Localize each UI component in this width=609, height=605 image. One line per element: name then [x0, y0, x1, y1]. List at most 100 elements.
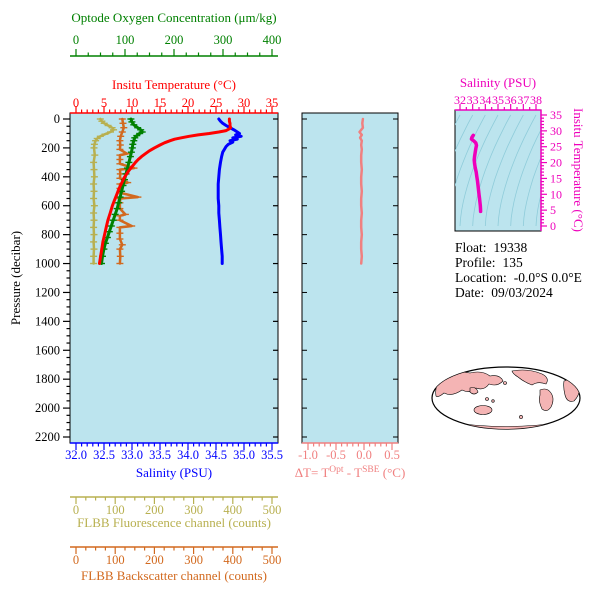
- fluorescence-axis-title: FLBB Fluorescence channel (counts): [77, 515, 271, 530]
- tick-label: 300: [184, 553, 203, 567]
- tick-label: 200: [41, 141, 60, 155]
- delta-title-sup: Opt: [329, 465, 344, 475]
- delta-t-axis-title: ΔT= TOpt - TSBE (°C): [295, 465, 406, 480]
- landmass: [469, 387, 479, 395]
- density-contour: [484, 114, 524, 227]
- tick-label: 100: [106, 503, 125, 517]
- landmass: [539, 388, 554, 411]
- tick-label: 25: [550, 140, 562, 154]
- tick-label: 35: [266, 96, 279, 110]
- ts-density-contours: [397, 114, 609, 227]
- tick-label: 400: [263, 33, 282, 47]
- delta-t-axis: -1.0 -0.5 0.0 0.5: [298, 118, 400, 462]
- temperature-curve: [98, 117, 233, 265]
- tick-label: 0: [73, 33, 79, 47]
- info-label: Profile:: [455, 255, 496, 270]
- tick-label: 200: [145, 503, 164, 517]
- info-label: Location:: [455, 270, 507, 285]
- tick-label: 400: [223, 503, 242, 517]
- pressure-axis-title: Pressure (decibar): [8, 231, 23, 325]
- density-contour: [455, 114, 474, 152]
- tick-label: 15: [154, 96, 167, 110]
- oxygen-axis-title: Optode Oxygen Concentration (μm/kg): [71, 10, 276, 25]
- tick-label: 33.0: [121, 448, 143, 462]
- tick-label: 200: [145, 553, 164, 567]
- tick-label: 32.0: [65, 448, 87, 462]
- info-value: 19338: [494, 240, 528, 255]
- tick-label: 1200: [35, 285, 60, 299]
- tick-label: 35: [550, 108, 562, 122]
- temperature-axis: 0 5 10 15 20 25 30 35: [73, 96, 278, 113]
- tick-label: 100: [116, 33, 135, 47]
- oxygen-axis: 0 100 200 300 400: [70, 33, 282, 57]
- landmass-australia: [473, 405, 493, 415]
- ts-curve: [469, 133, 483, 214]
- info-line-profile: Profile: 135: [455, 255, 523, 270]
- fluorescence-axis: 0 100 200 300 400 500: [70, 496, 282, 517]
- tick-label: 32.5: [93, 448, 115, 462]
- tick-label: 32: [454, 93, 466, 107]
- info-value: 09/03/2024: [491, 285, 553, 300]
- tick-label: 1800: [35, 372, 60, 386]
- density-contour: [587, 115, 609, 226]
- landmass-japan: [503, 381, 507, 385]
- density-contour: [455, 114, 461, 126]
- temperature-axis-title: Insitu Temperature (°C): [112, 77, 236, 92]
- density-contour: [397, 115, 435, 226]
- tick-label: 30: [550, 124, 562, 138]
- landmass-indonesia: [491, 399, 495, 403]
- landmass-indonesia: [485, 397, 489, 401]
- density-contour: [455, 114, 486, 187]
- delta-t-curve: [358, 117, 365, 265]
- tick-label: 5: [101, 96, 107, 110]
- tick-label: 35.0: [233, 448, 255, 462]
- tick-label: 34.5: [205, 448, 227, 462]
- tick-label: 35.5: [261, 448, 283, 462]
- tick-label: 15: [550, 171, 562, 185]
- tick-label: 1600: [35, 343, 60, 357]
- tick-label: 36: [505, 93, 517, 107]
- tick-label: 0: [73, 503, 79, 517]
- tick-label: 34.0: [177, 448, 199, 462]
- density-contour: [459, 114, 499, 227]
- tick-label: 600: [41, 199, 60, 213]
- salinity-axis-title: Salinity (PSU): [136, 465, 212, 480]
- tick-label: 0.0: [356, 448, 372, 462]
- info-line-location: Location: -0.0°S 0.0°E: [455, 270, 582, 285]
- tick-label: 0: [73, 96, 79, 110]
- info-label: Date:: [455, 285, 484, 300]
- main-plot-area: [69, 112, 279, 444]
- tick-label: 20: [182, 96, 195, 110]
- backscatter-axis-title: FLBB Backscatter channel (counts): [81, 568, 267, 583]
- tick-label: 5: [550, 203, 556, 217]
- plots-layer: 0 100 200 300 400 0 5 10 15 20 25 30 35 32.0 32.5 33.0 3…: [35, 33, 609, 567]
- tick-label: 38: [530, 93, 542, 107]
- density-contour: [522, 156, 541, 227]
- density-contour: [497, 114, 537, 227]
- tick-label: -0.5: [326, 448, 346, 462]
- salinity-curve: [216, 117, 243, 265]
- tick-label: 1400: [35, 314, 60, 328]
- tick-label: 10: [550, 187, 562, 201]
- tick-label: 100: [106, 553, 125, 567]
- landmass: [511, 369, 548, 386]
- tick-label: 400: [41, 170, 60, 184]
- backscatter-axis: 0 100 200 300 400 500: [70, 546, 282, 567]
- tick-label: 500: [263, 503, 282, 517]
- info-label: Float:: [455, 240, 487, 255]
- tick-label: 500: [263, 553, 282, 567]
- tick-label: 33.5: [149, 448, 171, 462]
- world-map: [431, 366, 581, 430]
- delta-title-sup: SBE: [362, 465, 380, 475]
- ts-temperature-axis-title: Insitu Temperature (°C): [571, 108, 586, 232]
- delta-title-part: ΔT= T: [295, 465, 330, 480]
- tick-label: 0: [550, 219, 556, 233]
- info-value: -0.0°S 0.0°E: [514, 270, 582, 285]
- tick-label: 0: [54, 112, 60, 126]
- tick-label: 1000: [35, 257, 60, 271]
- tick-label: 33: [467, 93, 479, 107]
- density-contour: [409, 115, 447, 226]
- float-info-block: Float: 19338 Profile: 135 Location: -0.0°S …: [455, 240, 582, 300]
